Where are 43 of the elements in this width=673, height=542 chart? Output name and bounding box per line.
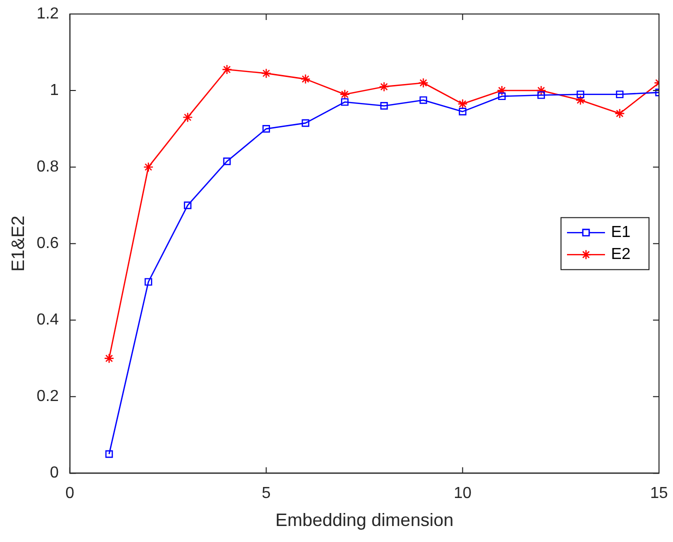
point (340, 89, 350, 100)
legend-label: E1 (611, 224, 631, 242)
x-tick-label: 10 (454, 485, 472, 502)
point (104, 353, 114, 364)
y-tick-label: 0 (50, 464, 59, 482)
point (300, 74, 311, 84)
point (575, 95, 586, 106)
point (143, 162, 154, 172)
point (458, 108, 466, 116)
point (341, 98, 349, 106)
point (261, 68, 272, 78)
legend-label: E2 (611, 246, 631, 264)
y-tick-label: 0.6 (36, 235, 59, 252)
point (496, 85, 507, 96)
point (222, 64, 232, 75)
point (498, 92, 506, 100)
x-tick-label: 5 (262, 485, 271, 502)
point (182, 112, 193, 122)
y-tick-label: 0.2 (36, 388, 59, 406)
point (536, 85, 546, 96)
x-axis-title: Embedding dimension (275, 510, 454, 530)
y-tick-label: 0.4 (36, 312, 59, 329)
point (458, 98, 468, 110)
x-tick-label: 15 (650, 485, 668, 502)
point (184, 202, 192, 210)
point (420, 96, 428, 104)
x-tick-label: 0 (65, 485, 74, 502)
point (302, 119, 310, 127)
y-tick-label: 1.2 (36, 5, 59, 22)
point (223, 158, 231, 166)
point (380, 102, 388, 110)
y-axis-title: E1&E2 (8, 216, 28, 272)
point (537, 91, 545, 99)
point (576, 90, 584, 98)
y-tick-label: 0.8 (36, 158, 59, 176)
point (105, 450, 113, 458)
point (614, 108, 625, 119)
point (378, 82, 390, 92)
point (262, 125, 270, 133)
point (616, 90, 624, 98)
point (418, 78, 428, 88)
y-tick-label: 1 (50, 82, 59, 99)
point (144, 278, 152, 286)
